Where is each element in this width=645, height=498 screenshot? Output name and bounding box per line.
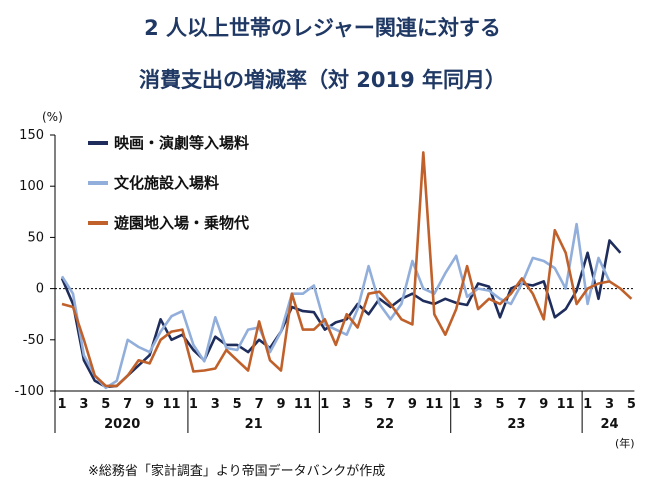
legend-label-1: 映画・演劇等入場料 <box>114 134 249 152</box>
y-tick-label: 100 <box>19 179 44 194</box>
x-month-tick-label: 1 <box>189 397 198 412</box>
legend-label-2: 文化施設入場料 <box>114 174 219 192</box>
y-tick-label: -50 <box>23 333 44 348</box>
series-line-3 <box>61 151 633 388</box>
x-year-label: 24 <box>600 417 618 432</box>
x-month-tick-label: 7 <box>386 397 395 412</box>
chart-title-line2: 消費支出の増減率（対 2019 年同月） <box>138 68 507 92</box>
x-month-tick-label: 5 <box>495 397 504 412</box>
x-month-tick-label: 3 <box>342 397 351 412</box>
x-year-label: 2020 <box>104 417 140 432</box>
source-note: ※総務省「家計調査」より帝国データバンクが作成 <box>88 464 386 479</box>
x-month-tick-label: 7 <box>123 397 132 412</box>
x-month-tick-label: 11 <box>294 397 312 412</box>
x-month-tick-label: 9 <box>408 397 417 412</box>
y-tick-label: 150 <box>19 128 44 143</box>
x-year-label: 21 <box>245 417 263 432</box>
series-line-1 <box>60 239 622 389</box>
x-year-label: 23 <box>507 417 525 432</box>
x-month-tick-label: 3 <box>605 397 614 412</box>
x-month-tick-label: 9 <box>145 397 154 412</box>
y-tick-label: 0 <box>36 282 44 297</box>
x-month-tick-label: 1 <box>320 397 329 412</box>
y-tick-label: 50 <box>27 230 44 245</box>
x-month-tick-label: 1 <box>583 397 592 412</box>
x-month-tick-label: 5 <box>101 397 110 412</box>
x-month-tick-label: 3 <box>211 397 220 412</box>
x-year-label: 22 <box>376 417 394 432</box>
x-month-tick-label: 9 <box>276 397 285 412</box>
x-month-tick-label: 3 <box>474 397 483 412</box>
x-month-tick-label: 5 <box>233 397 242 412</box>
x-month-tick-label: 5 <box>364 397 373 412</box>
x-month-tick-label: 11 <box>557 397 575 412</box>
x-month-tick-label: 11 <box>162 397 180 412</box>
y-axis-unit-label: (%) <box>42 110 63 124</box>
x-month-tick-label: 7 <box>255 397 264 412</box>
x-month-tick-label: 9 <box>539 397 548 412</box>
chart-title-line1: 2 人以上世帯のレジャー関連に対する <box>144 16 501 40</box>
x-month-tick-label: 11 <box>425 397 443 412</box>
x-month-tick-label: 1 <box>57 397 66 412</box>
series-line-2 <box>60 222 611 390</box>
x-month-tick-label: 3 <box>79 397 88 412</box>
y-tick-label: -100 <box>14 384 44 399</box>
x-month-tick-label: 1 <box>452 397 461 412</box>
legend-label-3: 遊園地入場・乗物代 <box>114 214 249 232</box>
x-month-tick-label: 5 <box>627 397 636 412</box>
x-axis-unit-label: (年) <box>615 436 635 450</box>
x-month-tick-label: 7 <box>517 397 526 412</box>
